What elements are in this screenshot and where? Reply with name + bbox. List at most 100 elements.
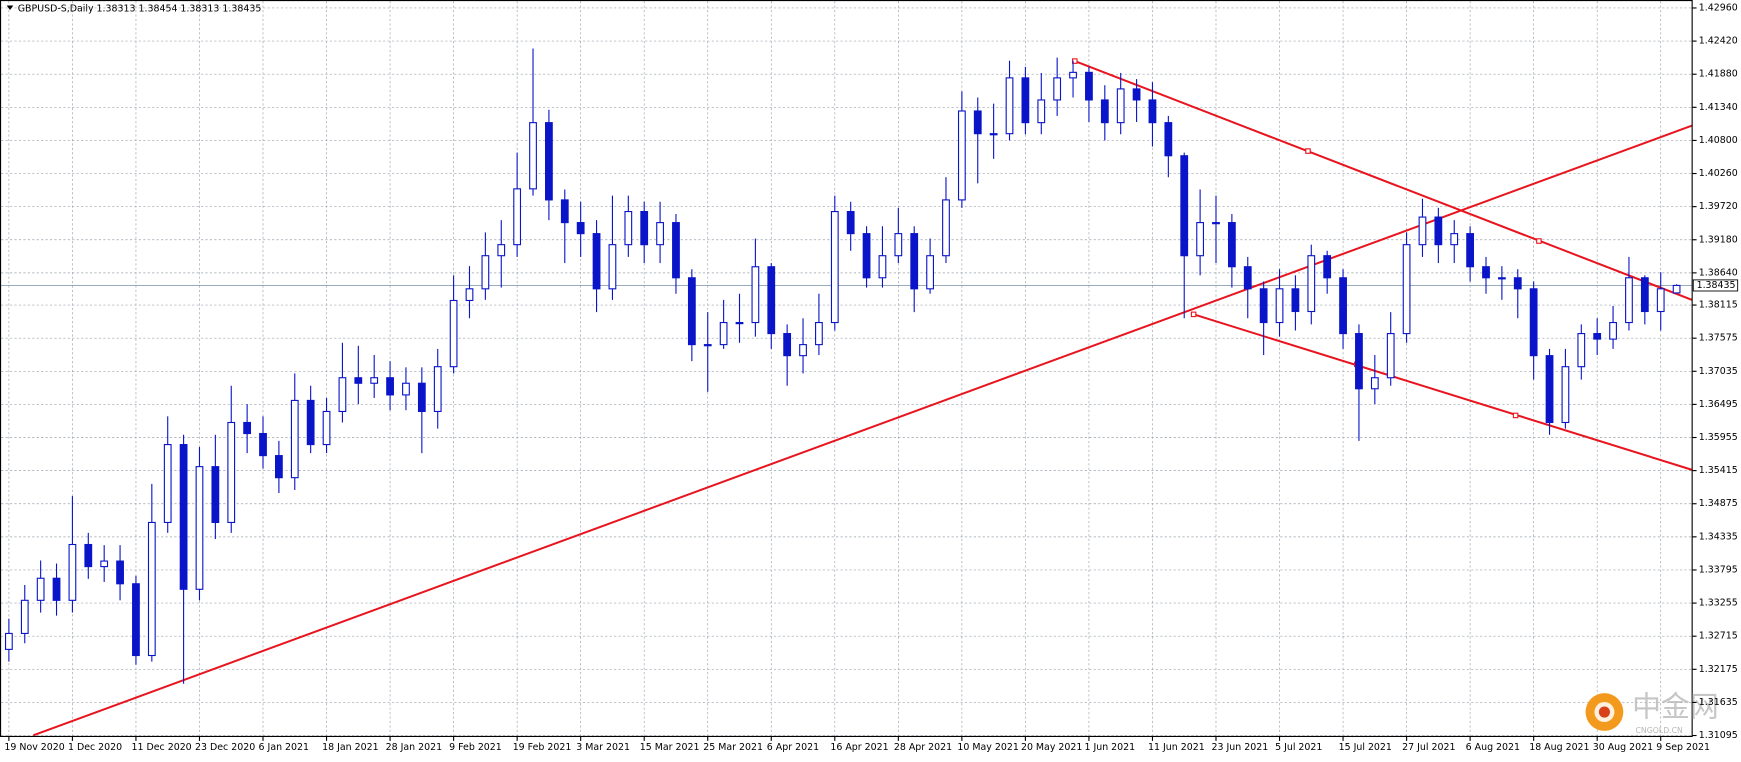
candle-body <box>116 560 124 585</box>
x-tick-label: 19 Feb 2021 <box>513 742 572 753</box>
candle-body <box>195 466 204 590</box>
candle-body <box>402 382 410 396</box>
candle-body <box>1291 288 1300 313</box>
candle-body <box>973 110 982 135</box>
candle-body <box>1402 244 1411 335</box>
y-tick-label: 1.34335 <box>1699 531 1738 542</box>
x-tick-label: 1 Dec 2020 <box>68 742 122 753</box>
candle-body <box>1513 277 1522 290</box>
y-tick-label: 1.40260 <box>1699 168 1738 179</box>
candle-body <box>1323 255 1332 279</box>
trend-line <box>1074 60 1693 301</box>
candle-body <box>560 199 569 224</box>
y-tick-label: 1.33795 <box>1699 564 1738 575</box>
candle-body <box>1196 222 1205 257</box>
candle-body <box>68 543 77 601</box>
candle-body <box>719 321 728 346</box>
candle-body <box>1609 321 1617 340</box>
candle-body <box>1132 88 1141 101</box>
x-tick-label: 1 Jun 2021 <box>1084 742 1135 753</box>
y-tick-label: 1.40800 <box>1699 135 1738 146</box>
candle-body <box>830 210 839 324</box>
candle-body <box>84 543 93 568</box>
candle-body <box>1069 71 1077 79</box>
candle-body <box>1593 333 1602 340</box>
candle-body <box>545 122 553 201</box>
candle-body <box>386 377 394 396</box>
candle-body <box>1227 222 1236 268</box>
candle-body <box>1434 216 1443 246</box>
candle-body <box>1386 333 1395 379</box>
candle-body <box>656 222 664 246</box>
x-tick-label: 3 Mar 2021 <box>576 742 630 753</box>
watermark-subtext: CNGOLD.CN <box>1636 726 1684 735</box>
candle-body <box>1672 284 1681 294</box>
candle-body <box>1656 288 1665 313</box>
candle-body <box>1037 99 1046 124</box>
candle-body <box>576 222 585 235</box>
candle-body <box>52 577 61 601</box>
candle-body <box>179 444 188 590</box>
candle-body <box>878 255 887 279</box>
current-price-box <box>1692 279 1739 292</box>
candle-body <box>100 560 109 568</box>
candle-body <box>1482 266 1490 279</box>
candle-body <box>1021 77 1030 124</box>
candle-body <box>1418 216 1427 246</box>
candle-body <box>529 122 537 190</box>
x-tick-label: 18 Jan 2021 <box>322 742 378 753</box>
candle-body <box>1259 288 1268 324</box>
candle-body <box>687 277 696 346</box>
x-tick-label: 23 Dec 2020 <box>195 742 255 753</box>
candle-body <box>20 599 29 634</box>
watermark-text: 中金网 <box>1632 690 1719 724</box>
candle-body <box>1450 233 1459 246</box>
x-tick-label: 10 May 2021 <box>957 742 1018 753</box>
candle-body <box>1529 288 1538 357</box>
candle-body <box>370 377 379 384</box>
candle-body <box>290 399 299 479</box>
x-tick-label: 11 Jun 2021 <box>1148 742 1205 753</box>
candle-body <box>672 222 680 279</box>
y-tick-label: 1.31635 <box>1699 697 1738 708</box>
candle-body <box>1275 288 1284 324</box>
candle-body <box>163 444 172 524</box>
current-price-label: 1.38435 <box>1697 280 1736 291</box>
candle-body <box>497 244 506 257</box>
y-tick-label: 1.42960 <box>1699 2 1738 13</box>
y-tick-label: 1.31095 <box>1699 730 1738 741</box>
x-tick-label: 30 Aug 2021 <box>1593 742 1653 753</box>
candle-body <box>735 321 744 325</box>
y-tick-label: 1.39720 <box>1699 201 1738 212</box>
x-tick-label: 28 Jan 2021 <box>386 742 442 753</box>
x-tick-label: 11 Dec 2020 <box>132 742 192 753</box>
y-tick-label: 1.38640 <box>1699 267 1738 278</box>
candle-body <box>1180 155 1189 257</box>
plot-frame <box>0 0 1693 738</box>
x-tick-label: 5 Jul 2021 <box>1275 742 1322 753</box>
y-tick-label: 1.42420 <box>1699 36 1738 47</box>
title-icon <box>6 5 14 10</box>
trend-anchor <box>1512 412 1519 419</box>
x-tick-label: 9 Sep 2021 <box>1656 742 1710 753</box>
x-tick-label: 18 Aug 2021 <box>1529 742 1589 753</box>
candle-body <box>1625 277 1633 324</box>
candle-body <box>767 266 776 335</box>
candle-body <box>4 632 13 650</box>
candle-body <box>1545 355 1554 424</box>
chart-title: GBPUSD-S,Daily 1.38313 1.38454 1.38313 1… <box>18 3 262 14</box>
candle-body <box>132 583 140 657</box>
candle-body <box>338 377 347 413</box>
candle-body <box>417 382 426 413</box>
trend-anchor <box>1536 238 1542 244</box>
candle-body <box>1116 88 1125 124</box>
candle-body <box>1085 71 1093 101</box>
candle-body <box>465 288 474 302</box>
candle-body <box>783 333 792 357</box>
candle-body <box>1100 99 1109 124</box>
candle-body <box>862 233 871 279</box>
y-tick-label: 1.34875 <box>1699 498 1738 509</box>
candle-body <box>751 266 760 324</box>
candle-body <box>942 199 950 257</box>
